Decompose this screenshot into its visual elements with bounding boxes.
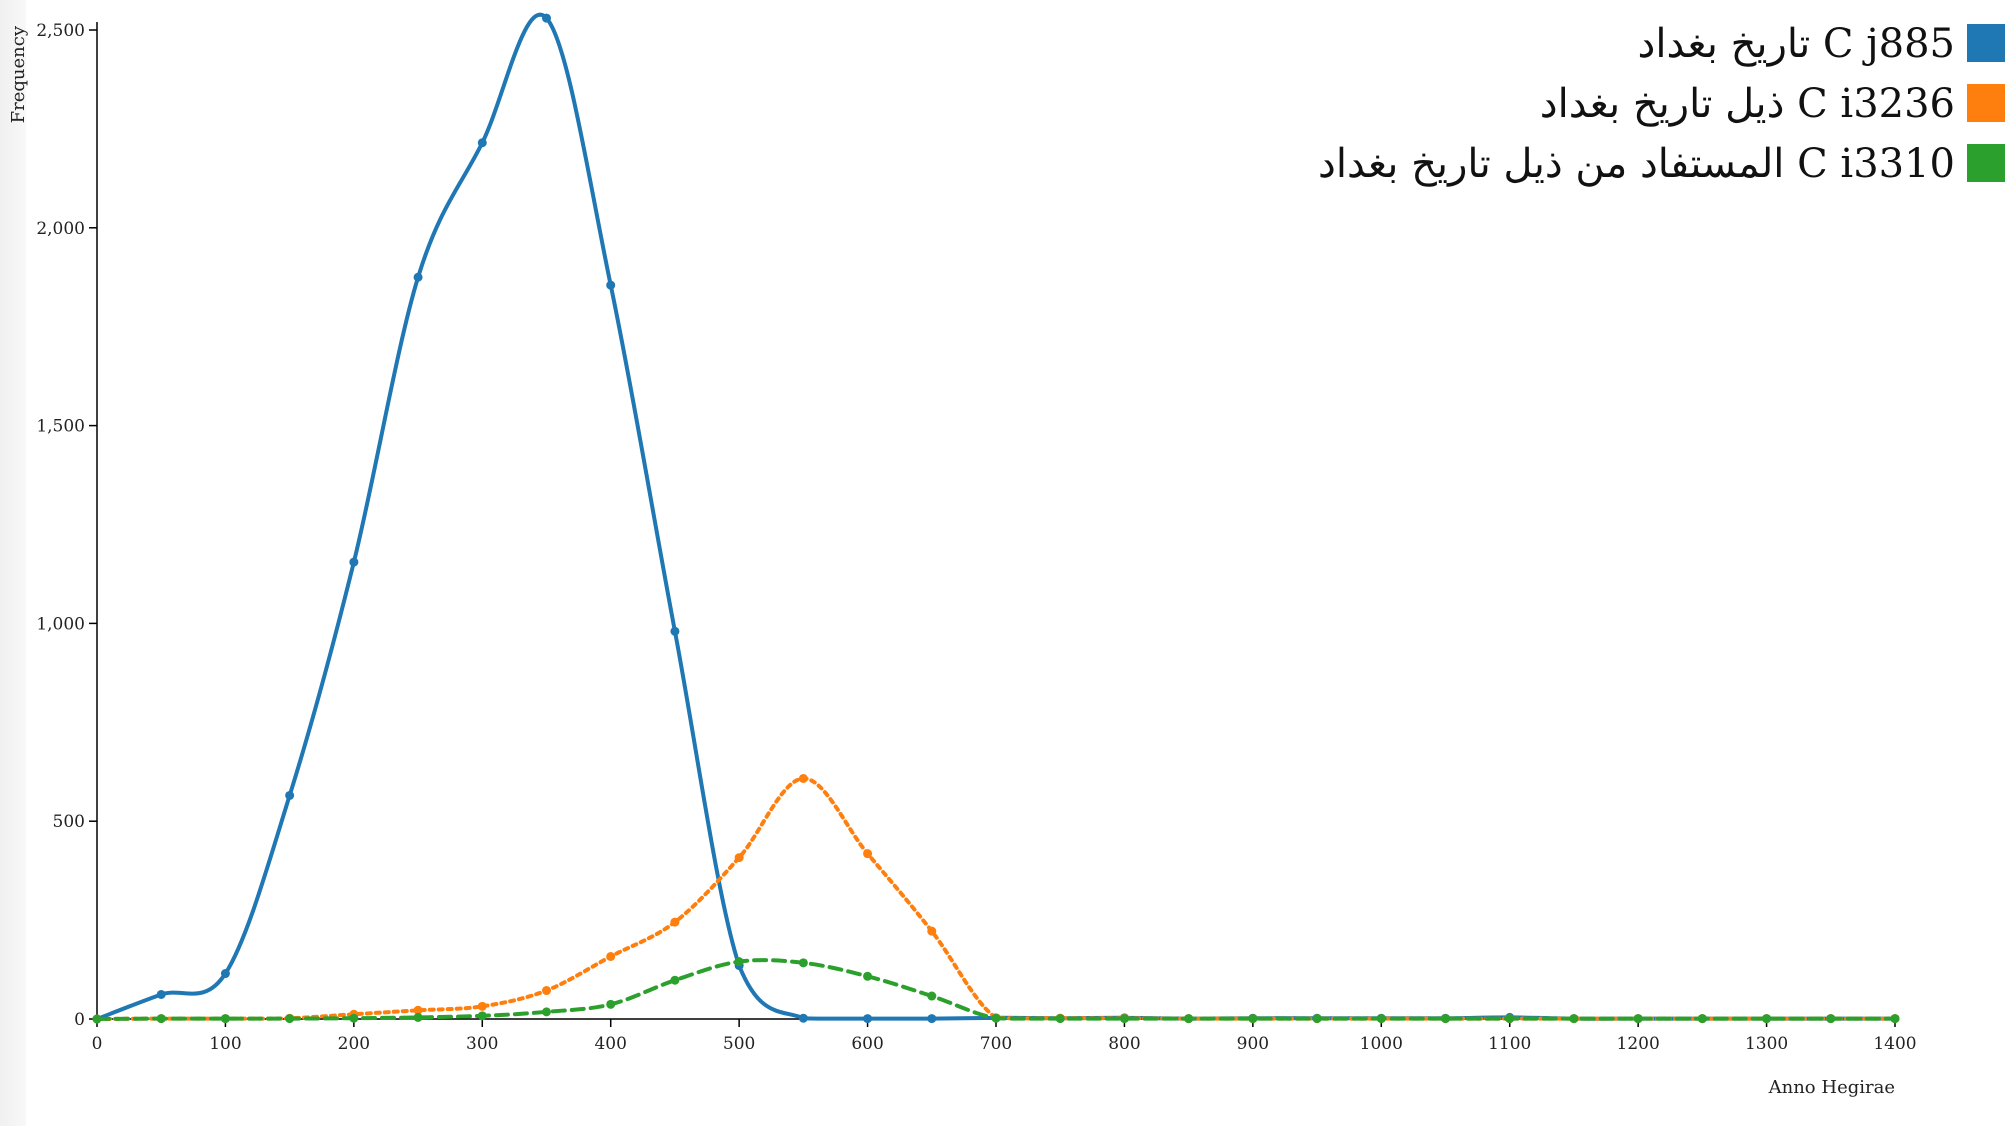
y-tick-label: 500 xyxy=(53,812,85,832)
data-point xyxy=(606,999,616,1009)
y-axis-ticks: 0 500 1,000 1,500 2,000 2,500 xyxy=(36,21,97,1030)
legend-label: المستفاد من ذيل تاريخ بغداد C i3310 xyxy=(1318,141,1955,187)
data-point xyxy=(542,13,551,23)
data-point xyxy=(863,971,873,981)
legend-swatch xyxy=(1967,24,2005,62)
data-point xyxy=(927,991,937,1001)
data-point xyxy=(542,986,551,996)
y-tick-label: 2,000 xyxy=(36,219,85,239)
legend-swatch xyxy=(1967,84,2005,122)
data-point xyxy=(606,951,616,961)
data-point xyxy=(285,790,295,800)
x-tick-label: 400 xyxy=(594,1034,626,1054)
x-tick-label: 600 xyxy=(851,1034,883,1054)
data-point xyxy=(477,1001,487,1011)
x-tick-label: 700 xyxy=(980,1034,1012,1054)
data-point xyxy=(798,958,808,968)
data-point xyxy=(863,849,873,859)
legend-label: ذيل تاريخ بغداد C i3236 xyxy=(1540,81,1955,127)
y-tick-label: 0 xyxy=(74,1010,85,1030)
y-tick-label: 1,000 xyxy=(36,614,85,634)
data-point xyxy=(1184,1014,1194,1024)
data-point xyxy=(1890,1014,1900,1024)
legend-label: تاريخ بغداد C j885 xyxy=(1638,21,1955,67)
x-tick-label: 300 xyxy=(466,1034,498,1054)
data-point xyxy=(863,1014,873,1024)
x-axis-ticks: 0 100 200 300 400 500 600 700 800 900 1000 1100 1200… xyxy=(92,1019,1917,1054)
data-point xyxy=(991,1013,1001,1023)
legend-item-1: تاريخ بغداد C j885 xyxy=(1638,21,2005,67)
x-tick-label: 500 xyxy=(723,1034,755,1054)
series-2 xyxy=(92,773,1900,1024)
x-tick-label: 0 xyxy=(92,1034,103,1054)
data-point xyxy=(413,1012,423,1022)
x-tick-label: 1200 xyxy=(1617,1034,1660,1054)
x-tick-label: 1000 xyxy=(1360,1034,1403,1054)
data-point xyxy=(285,1014,295,1024)
data-point xyxy=(1441,1014,1450,1024)
left-gutter xyxy=(0,0,26,1126)
data-point xyxy=(1248,1014,1258,1024)
data-point xyxy=(1055,1014,1065,1024)
data-point xyxy=(798,773,808,783)
data-point xyxy=(1505,1014,1515,1024)
x-tick-label: 900 xyxy=(1237,1034,1269,1054)
axes: 0 100 200 300 400 500 600 700 800 900 1000 1100 1200… xyxy=(8,21,1917,1098)
data-point xyxy=(413,272,423,282)
data-point xyxy=(1826,1014,1836,1024)
x-tick-label: 1100 xyxy=(1488,1034,1531,1054)
x-tick-label: 100 xyxy=(209,1034,241,1054)
x-tick-label: 1300 xyxy=(1745,1034,1788,1054)
data-point xyxy=(927,1014,937,1024)
data-point xyxy=(92,1014,102,1024)
y-tick-label: 1,500 xyxy=(36,417,85,437)
data-point xyxy=(734,957,744,967)
data-point xyxy=(927,926,937,936)
data-point xyxy=(1697,1014,1707,1024)
x-tick-label: 200 xyxy=(338,1034,370,1054)
legend-item-2: ذيل تاريخ بغداد C i3236 xyxy=(1540,81,2005,127)
data-point xyxy=(1762,1014,1772,1024)
data-point xyxy=(349,557,359,567)
data-point xyxy=(220,1014,230,1024)
data-point xyxy=(606,280,616,290)
data-point xyxy=(156,989,166,999)
data-point xyxy=(670,917,680,927)
data-point xyxy=(413,1005,423,1015)
y-tick-label: 2,500 xyxy=(36,21,85,41)
series-line xyxy=(95,776,1897,1021)
data-point xyxy=(542,1007,551,1017)
series-line xyxy=(95,958,1897,1021)
data-point xyxy=(1633,1014,1643,1024)
series-3 xyxy=(92,957,1900,1024)
data-point xyxy=(220,969,230,979)
series-layer xyxy=(92,12,1900,1024)
y-axis-title: Frequency xyxy=(8,25,29,123)
data-point xyxy=(1312,1014,1322,1024)
legend-swatch xyxy=(1967,144,2005,182)
data-point xyxy=(156,1014,166,1024)
legend: تاريخ بغداد C j885 ذيل تاريخ بغداد C i323… xyxy=(1318,21,2005,187)
data-point xyxy=(477,138,487,148)
data-point xyxy=(734,853,744,863)
data-point xyxy=(349,1013,359,1023)
data-point xyxy=(1376,1014,1386,1024)
data-point xyxy=(1119,1014,1129,1024)
data-point xyxy=(1569,1014,1579,1024)
data-point xyxy=(670,626,680,636)
data-point xyxy=(477,1011,487,1021)
x-tick-label: 800 xyxy=(1108,1034,1140,1054)
legend-item-3: المستفاد من ذيل تاريخ بغداد C i3310 xyxy=(1318,141,2005,187)
x-axis-title: Anno Hegirae xyxy=(1768,1077,1895,1098)
data-point xyxy=(798,1013,808,1023)
data-point xyxy=(670,975,680,985)
x-tick-label: 1400 xyxy=(1873,1034,1916,1054)
